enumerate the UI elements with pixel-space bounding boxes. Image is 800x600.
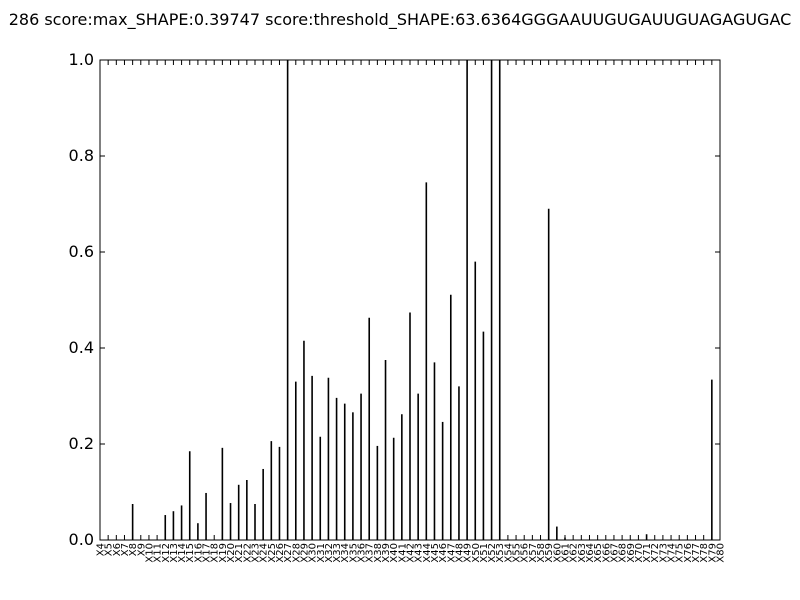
- xtick-label: X40: [389, 543, 400, 563]
- xtick-label: X48: [454, 543, 465, 563]
- xtick-label: X67: [609, 543, 620, 563]
- xtick-label: X70: [634, 543, 645, 563]
- xtick-label: X62: [569, 543, 580, 563]
- xtick-label: X65: [593, 543, 604, 563]
- xtick-label: X8: [128, 543, 139, 556]
- xtick-label: X33: [332, 543, 343, 563]
- xtick-label: X68: [618, 543, 629, 563]
- xtick-label: X72: [650, 543, 661, 563]
- xtick-label: X34: [340, 543, 351, 563]
- xtick-label: X63: [577, 543, 588, 563]
- xtick-label: X18: [210, 543, 221, 563]
- ytick-label: 0.4: [69, 338, 94, 357]
- xtick-label: X46: [438, 543, 449, 563]
- xtick-label: X71: [642, 543, 653, 563]
- xtick-label: X55: [512, 543, 523, 563]
- xtick-label: X74: [667, 543, 678, 563]
- xtick-label: X17: [202, 543, 213, 563]
- xtick-label: X22: [242, 543, 253, 563]
- xtick-label: X69: [626, 543, 637, 563]
- xtick-label: X61: [561, 543, 572, 563]
- xtick-label: X51: [479, 543, 490, 563]
- xtick-label: X35: [348, 543, 359, 563]
- xtick-label: X56: [520, 543, 531, 563]
- ytick-label: 1.0: [69, 50, 94, 69]
- chart-title: 286 score:max_SHAPE:0.39747 score:thresh…: [9, 10, 792, 30]
- ytick-label: 0.8: [69, 146, 94, 165]
- ytick-label: 0.2: [69, 434, 94, 453]
- xtick-label: X21: [234, 543, 245, 563]
- xtick-label: X75: [675, 543, 686, 563]
- ytick-label: 0.6: [69, 242, 94, 261]
- xtick-label: X77: [691, 543, 702, 563]
- xtick-label: X58: [536, 543, 547, 563]
- xtick-label: X37: [365, 543, 376, 563]
- xtick-label: X31: [316, 543, 327, 563]
- xtick-label: X47: [446, 543, 457, 563]
- xtick-label: X59: [544, 543, 555, 563]
- xtick-label: X16: [193, 543, 204, 563]
- bars-layer: [131, 60, 713, 540]
- xtick-label: X43: [414, 543, 425, 563]
- xtick-label: X76: [683, 543, 694, 563]
- xtick-label: X12: [161, 543, 172, 563]
- xtick-label: X23: [251, 543, 262, 563]
- xtick-label: X38: [373, 543, 384, 563]
- xtick-label: X24: [259, 543, 270, 563]
- axes-layer: 0.00.20.40.60.81.0X4X5X6X7X8X9X10X11X12X…: [69, 50, 727, 563]
- xtick-label: X54: [503, 543, 514, 563]
- xtick-label: X26: [275, 543, 286, 563]
- xtick-label: X27: [283, 543, 294, 563]
- xtick-label: X11: [153, 543, 164, 563]
- xtick-label: X30: [308, 543, 319, 563]
- xtick-label: X50: [471, 543, 482, 563]
- xtick-label: X60: [552, 543, 563, 563]
- xtick-label: X5: [104, 543, 115, 556]
- xtick-label: X41: [397, 543, 408, 563]
- ytick-label: 0.0: [69, 530, 94, 549]
- xtick-label: X44: [422, 543, 433, 563]
- xtick-label: X39: [381, 543, 392, 563]
- xtick-label: X28: [291, 543, 302, 563]
- xtick-label: X66: [601, 543, 612, 563]
- xtick-label: X49: [463, 543, 474, 563]
- xtick-label: X79: [707, 543, 718, 563]
- xtick-label: X10: [144, 543, 155, 563]
- xtick-label: X14: [177, 543, 188, 563]
- xtick-label: X15: [185, 543, 196, 563]
- xtick-label: X7: [120, 543, 131, 556]
- xtick-label: X32: [324, 543, 335, 563]
- xtick-label: X52: [487, 543, 498, 563]
- xtick-label: X36: [357, 543, 368, 563]
- xtick-label: X19: [218, 543, 229, 563]
- xtick-label: X20: [226, 543, 237, 563]
- xtick-label: X45: [430, 543, 441, 563]
- xtick-label: X80: [716, 543, 727, 563]
- xtick-label: X9: [136, 543, 147, 556]
- xtick-label: X29: [299, 543, 310, 563]
- xtick-label: X73: [658, 543, 669, 563]
- xtick-label: X13: [169, 543, 180, 563]
- xtick-label: X57: [528, 543, 539, 563]
- xtick-label: X78: [699, 543, 710, 563]
- xtick-label: X64: [585, 543, 596, 563]
- xtick-label: X42: [406, 543, 417, 563]
- xtick-label: X53: [495, 543, 506, 563]
- xtick-label: X6: [112, 543, 123, 556]
- xtick-label: X4: [96, 543, 107, 556]
- xtick-label: X25: [267, 543, 278, 563]
